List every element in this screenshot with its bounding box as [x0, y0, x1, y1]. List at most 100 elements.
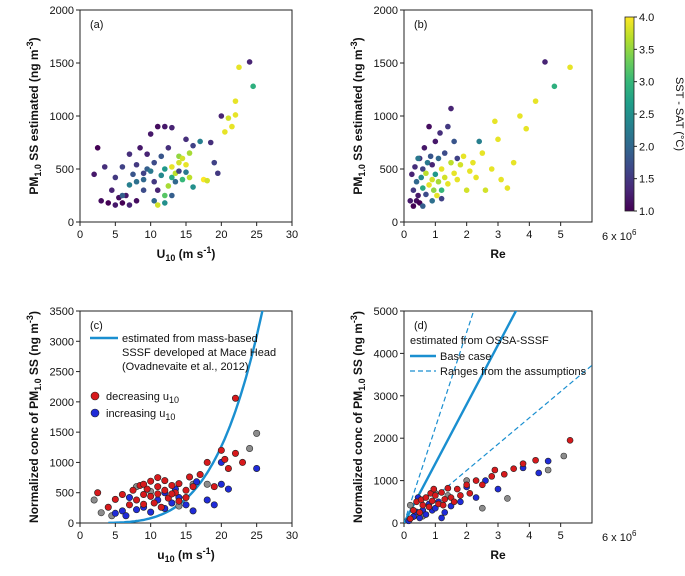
data-point-decreasing: [154, 490, 162, 498]
y-axis-label-sub: 1.0: [33, 164, 43, 177]
data-point: [126, 182, 133, 188]
x-tick-label: 10: [145, 229, 157, 241]
y-axis-label-rest: SS (ng m: [351, 323, 365, 378]
data-point: [154, 202, 161, 208]
data-point-increasing: [224, 485, 232, 493]
data-point-neutral: [560, 452, 568, 460]
data-point-increasing: [441, 509, 449, 516]
data-point: [409, 171, 415, 178]
data-point: [144, 151, 150, 157]
data-point-decreasing: [154, 483, 162, 491]
data-point: [179, 155, 186, 162]
data-point: [101, 164, 108, 170]
y-tick-label: 1000: [374, 476, 398, 488]
x-axis-label: u10 (m s-1): [157, 546, 214, 564]
y-axis-label-rest: SS estimated (ng m: [27, 49, 41, 164]
data-point: [190, 142, 196, 149]
data-point: [451, 170, 457, 177]
data-point: [112, 202, 119, 208]
data-point: [119, 164, 126, 170]
data-point-increasing: [416, 514, 423, 522]
data-point: [424, 159, 431, 166]
y-axis-label-close: ): [351, 37, 365, 41]
data-point: [133, 198, 140, 204]
data-point-decreasing: [500, 470, 508, 478]
data-point: [130, 171, 136, 178]
data-point: [151, 159, 157, 166]
data-point-decreasing: [416, 509, 423, 516]
data-point: [410, 203, 417, 209]
data-point: [109, 187, 115, 193]
x-tick-label: 10: [145, 530, 157, 542]
data-point: [567, 64, 573, 71]
data-point-neutral: [544, 466, 552, 474]
data-point: [463, 187, 470, 193]
data-point-increasing: [147, 508, 155, 516]
data-point: [169, 192, 175, 199]
x-tick-label: 5: [112, 229, 118, 241]
data-point-increasing: [111, 509, 119, 517]
data-point-neutral: [504, 495, 511, 502]
data-point: [479, 150, 486, 156]
data-point-decreasing: [140, 491, 148, 499]
y-tick-label: 500: [56, 164, 74, 176]
data-point: [215, 170, 221, 177]
data-point-decreasing: [510, 465, 517, 473]
data-point: [158, 172, 165, 179]
y-tick-label: 0: [392, 518, 398, 530]
data-point-decreasing: [463, 481, 470, 489]
data-point: [165, 183, 172, 189]
y-axis-label-close: ): [27, 37, 41, 41]
x-multiplier: 6 x 106: [602, 529, 637, 544]
data-point-decreasing: [410, 506, 417, 514]
x-axis-label-sub: 10: [165, 554, 175, 564]
y-axis-label-rest: SS (ng m: [27, 323, 41, 378]
x-tick-label: 0: [77, 530, 83, 542]
data-point-decreasing: [453, 485, 461, 493]
data-point: [158, 153, 165, 160]
data-point-decreasing: [519, 460, 527, 467]
data-point: [186, 150, 193, 156]
data-point-decreasing: [104, 503, 112, 511]
y-tick-label: 0: [68, 518, 74, 530]
data-point-decreasing: [168, 490, 176, 498]
y-tick-label: 0: [68, 217, 74, 229]
data-point-decreasing: [491, 466, 499, 474]
data-point-decreasing: [466, 490, 474, 497]
panel-c: 0 5 10 15 20 25 30 0 500 1000 1500 2000 2500 3000 3500…: [25, 306, 298, 564]
data-point: [140, 176, 147, 183]
data-point-decreasing: [457, 492, 464, 499]
x-multiplier-main: 6 x 10: [602, 532, 632, 544]
data-point-decreasing: [430, 485, 438, 493]
colorbar: [624, 16, 635, 212]
data-point: [211, 159, 218, 166]
data-point-neutral: [246, 444, 254, 452]
data-point-decreasing: [217, 446, 225, 454]
x-tick-label: 1: [432, 229, 438, 241]
panel-d: 0 1 2 3 4 5 0 1000 2000 3000 4000 5000 Re 6 x 106 Norm…: [349, 306, 637, 562]
x-tick-label: 0: [401, 530, 407, 542]
y-axis-label: Normalized conc of PM1.0 SS (ng m-3): [349, 311, 367, 523]
data-point-increasing: [457, 498, 464, 506]
data-point: [204, 177, 210, 184]
data-point-decreasing: [239, 458, 247, 466]
x-tick-label: 15: [180, 530, 192, 542]
colorbar-tick-label: 1.0: [639, 206, 654, 218]
data-point: [420, 203, 426, 209]
data-point: [183, 136, 189, 143]
data-point: [448, 105, 454, 112]
data-point: [435, 155, 442, 162]
y-axis-label-sub: 1.0: [357, 164, 367, 177]
data-point: [162, 192, 168, 199]
data-point-decreasing: [532, 456, 539, 464]
data-point: [438, 166, 445, 172]
data-point: [147, 168, 154, 174]
data-point: [232, 98, 239, 104]
data-point-decreasing: [221, 455, 229, 463]
y-tick-label: 0: [392, 217, 398, 229]
x-tick-label: 5: [558, 530, 564, 542]
y-axis-label: Normalized conc of PM1.0 SS (ng m-3): [25, 311, 43, 523]
data-point: [448, 159, 454, 166]
data-point-decreasing: [118, 491, 126, 499]
data-point: [488, 166, 495, 172]
